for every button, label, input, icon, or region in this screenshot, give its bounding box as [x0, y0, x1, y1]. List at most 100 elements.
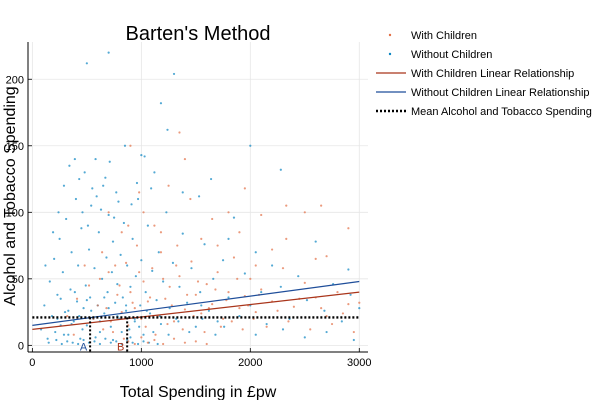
- point-with-children: [133, 306, 136, 310]
- point-without-children: [111, 338, 115, 342]
- point-without-children: [124, 309, 128, 312]
- point-without-children: [165, 211, 168, 214]
- point-with-children: [320, 306, 323, 310]
- point-without-children: [73, 291, 76, 294]
- point-with-children: [140, 336, 143, 339]
- point-with-children: [148, 296, 152, 299]
- point-without-children: [103, 312, 106, 315]
- point-without-children: [109, 325, 112, 328]
- point-without-children: [227, 296, 230, 299]
- point-without-children: [75, 300, 79, 303]
- point-with-children: [196, 280, 200, 283]
- without-children-linear-line: [32, 280, 360, 326]
- point-without-children: [104, 176, 107, 179]
- point-without-children: [69, 288, 72, 291]
- point-with-children: [111, 330, 115, 334]
- legend-item-without-children-line: Without Children Linear Relationship: [376, 87, 590, 99]
- point-without-children: [83, 171, 86, 174]
- point-without-children: [156, 342, 159, 346]
- point-with-children: [249, 277, 252, 280]
- point-with-children: [285, 237, 288, 241]
- point-without-children: [227, 237, 230, 241]
- point-with-children: [107, 271, 110, 274]
- point-with-children: [230, 320, 233, 323]
- point-without-children: [197, 195, 201, 198]
- point-with-children: [129, 291, 132, 294]
- point-with-children: [181, 328, 184, 331]
- point-without-children: [349, 293, 352, 296]
- point-with-children: [303, 281, 306, 284]
- point-without-children: [78, 314, 81, 318]
- point-without-children: [44, 264, 47, 267]
- point-without-children: [303, 336, 306, 339]
- point-with-children: [238, 306, 241, 310]
- point-with-children: [162, 342, 165, 346]
- point-without-children: [157, 251, 160, 254]
- point-without-children: [85, 299, 88, 302]
- point-with-children: [200, 312, 203, 315]
- fit-lines: [32, 280, 360, 352]
- point-without-children: [90, 309, 93, 312]
- point-without-children: [152, 330, 155, 334]
- point-without-children: [352, 338, 355, 342]
- point-with-children: [205, 283, 208, 286]
- point-with-children: [287, 320, 290, 323]
- point-without-children: [81, 328, 84, 331]
- point-without-children: [136, 197, 140, 201]
- annotation-a: A: [80, 342, 88, 354]
- point-without-children: [98, 342, 102, 346]
- axes: [27, 42, 368, 353]
- point-with-children: [183, 308, 187, 311]
- point-with-children: [303, 211, 306, 214]
- point-with-children: [341, 312, 345, 315]
- point-with-children: [87, 284, 91, 287]
- point-without-children: [95, 195, 98, 198]
- point-without-children: [67, 333, 70, 336]
- point-without-children: [140, 259, 143, 262]
- point-with-children: [205, 342, 208, 346]
- point-with-children: [102, 328, 105, 331]
- point-with-children: [254, 310, 257, 314]
- point-with-children: [75, 297, 79, 300]
- with-children-linear-line: [32, 291, 360, 330]
- point-without-children: [122, 221, 125, 225]
- point-without-children: [155, 299, 158, 302]
- point-without-children: [98, 330, 102, 334]
- point-with-children: [309, 328, 312, 331]
- legend-marker-with-children: [388, 33, 392, 37]
- point-without-children: [103, 296, 106, 299]
- point-with-children: [127, 224, 130, 227]
- point-without-children: [254, 251, 257, 254]
- point-without-children: [82, 338, 85, 342]
- point-without-children: [102, 184, 105, 187]
- point-without-children: [106, 291, 109, 294]
- point-without-children: [297, 275, 300, 278]
- point-without-children: [121, 296, 124, 299]
- point-with-children: [98, 277, 102, 280]
- point-without-children: [107, 213, 110, 217]
- x-tick-label: 2000: [238, 357, 262, 369]
- x-tick-label: 3000: [347, 357, 371, 369]
- legend-label-mean-line: Mean Alcohol and Tobacco Spending: [411, 106, 592, 118]
- point-with-children: [347, 227, 350, 230]
- point-without-children: [46, 337, 49, 340]
- point-without-children: [249, 144, 252, 147]
- point-without-children: [123, 144, 127, 147]
- point-without-children: [115, 191, 118, 194]
- legend-label-with-children: With Children: [411, 30, 477, 42]
- point-with-children: [241, 328, 244, 331]
- point-without-children: [93, 267, 96, 270]
- point-without-children: [117, 200, 120, 203]
- point-without-children: [112, 216, 116, 219]
- point-without-children: [135, 181, 139, 185]
- point-without-children: [110, 271, 114, 274]
- point-with-children: [116, 293, 119, 296]
- point-without-children: [151, 269, 154, 272]
- point-without-children: [77, 264, 80, 267]
- point-without-children: [84, 284, 87, 287]
- point-without-children: [48, 280, 51, 283]
- point-with-children: [166, 322, 169, 326]
- point-without-children: [97, 231, 100, 234]
- point-with-children: [183, 341, 187, 344]
- point-with-children: [265, 325, 268, 328]
